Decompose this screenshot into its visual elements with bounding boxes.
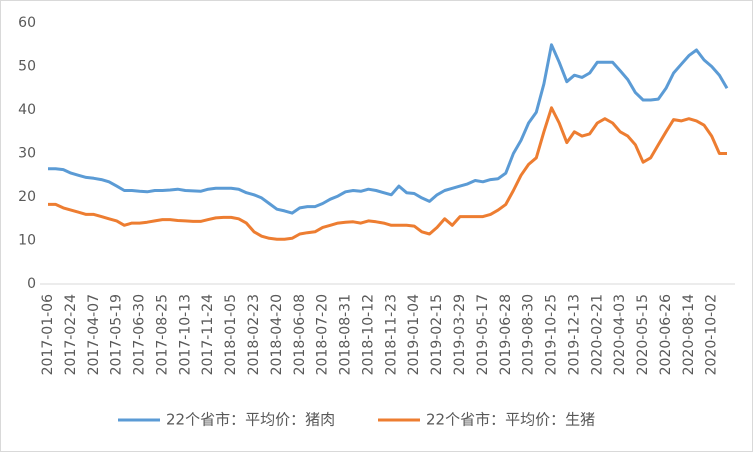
x-tick-label: 2018-10-12 (360, 294, 376, 375)
x-tick-label: 2017-05-19 (109, 294, 125, 375)
x-tick-label: 2018-01-05 (223, 294, 239, 375)
x-tick-label: 2020-08-14 (681, 294, 697, 375)
x-tick-label: 2019-10-25 (544, 294, 560, 375)
legend-label: 22个省市：平均价：猪肉 (166, 411, 335, 429)
x-tick-label: 2020-10-02 (704, 294, 720, 375)
y-tick-label: 50 (18, 59, 36, 75)
line-series (48, 106, 727, 241)
x-tick-label: 2020-06-26 (658, 294, 674, 375)
x-tick-label: 2019-12-13 (566, 294, 582, 375)
x-tick-label: 2019-08-30 (521, 294, 537, 375)
x-tick-label: 2018-07-20 (315, 294, 331, 375)
y-tick-label: 40 (18, 102, 36, 118)
y-tick-label: 10 (18, 233, 36, 249)
y-tick-label: 30 (18, 146, 36, 162)
x-tick-label: 2017-11-24 (200, 294, 216, 375)
x-tick-label: 2018-06-08 (292, 294, 308, 375)
x-tick-label: 2018-11-23 (383, 294, 399, 375)
y-tick-label: 0 (27, 276, 36, 292)
y-tick-label: 20 (18, 189, 36, 205)
legend-label: 22个省市：平均价：生猪 (426, 411, 595, 429)
x-tick-label: 2019-06-28 (498, 294, 514, 375)
x-tick-label: 2017-06-30 (132, 294, 148, 375)
x-tick-label: 2017-01-06 (40, 294, 56, 375)
x-tick-label: 2019-01-04 (406, 294, 422, 375)
x-tick-label: 2019-03-29 (452, 294, 468, 375)
x-tick-label: 2018-04-20 (269, 294, 285, 375)
x-tick-label: 2017-10-13 (177, 294, 193, 375)
x-tick-label: 2020-02-21 (589, 294, 605, 375)
x-tick-label: 2018-02-23 (246, 294, 262, 375)
x-tick-label: 2019-05-17 (475, 294, 491, 375)
x-tick-label: 2018-08-31 (338, 294, 354, 375)
x-tick-label: 2017-08-25 (154, 294, 170, 375)
x-tick-label: 2017-02-24 (63, 294, 79, 375)
x-tick-label: 2020-04-03 (612, 294, 628, 375)
x-tick-label: 2020-05-15 (635, 294, 651, 375)
x-tick-label: 2017-04-07 (86, 294, 102, 375)
line-series (48, 43, 729, 215)
y-tick-label: 60 (18, 15, 36, 31)
x-tick-label: 2019-02-15 (429, 294, 445, 375)
